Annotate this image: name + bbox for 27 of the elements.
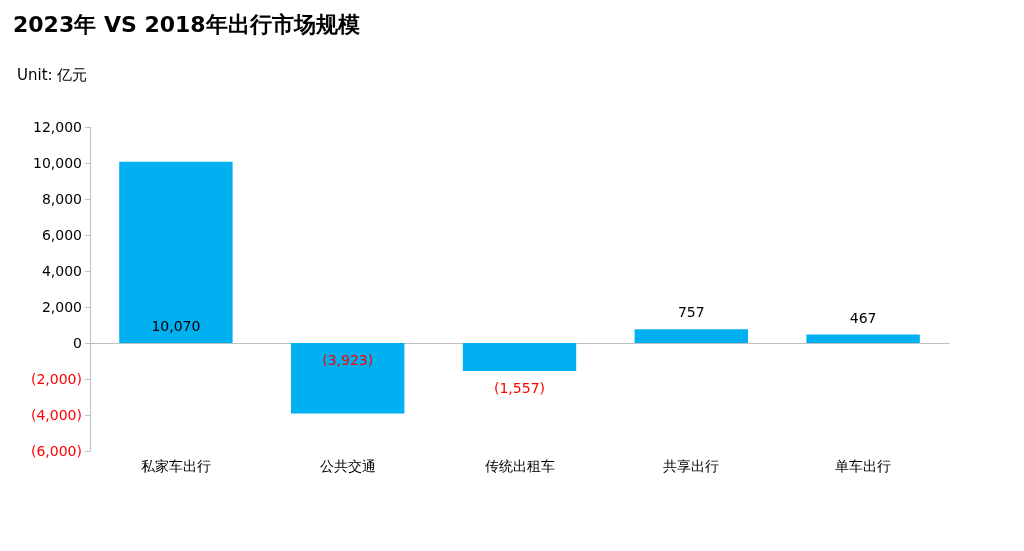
bar [119,161,233,343]
data-label: 757 [677,304,705,321]
y-tick-label: (4,000) [30,407,82,423]
data-label: 10,070 [151,318,201,334]
y-tick-label: 4,000 [41,263,82,279]
y-tick-label: 6,000 [41,227,82,243]
x-tick-label: 公共交通 [319,458,376,474]
y-tick-label: 12,000 [33,119,82,135]
y-axis-title: Unit: 亿元 [17,65,88,84]
y-tick-label: 10,000 [33,155,82,171]
bar [806,334,920,343]
y-tick-label: 0 [73,335,82,351]
x-tick-label: 共享出行 [663,458,720,474]
data-label: 467 [849,309,877,326]
x-tick-label: 私家车出行 [140,458,211,474]
chart-title: 2023年 VS 2018年出行市场规模 [13,11,360,37]
y-tick-label: (6,000) [30,443,82,459]
data-label: (1,557) [493,380,546,397]
y-tick-label: 2,000 [41,299,82,315]
y-tick-label: 8,000 [41,191,82,207]
data-label: (3,923) [322,352,374,368]
bar [462,343,577,372]
x-tick-label: 传统出租车 [484,458,555,474]
bar [634,329,748,343]
y-tick-label: (2,000) [30,371,82,387]
x-tick-label: 单车出行 [835,458,892,474]
bar [291,343,405,414]
